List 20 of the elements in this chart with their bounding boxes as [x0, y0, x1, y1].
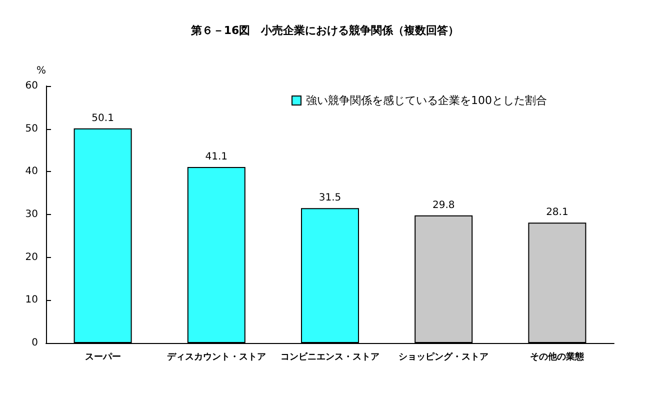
- y-tick-label: 30: [25, 209, 38, 220]
- y-tick-label: 40: [25, 166, 38, 178]
- y-axis-title: %: [36, 66, 46, 76]
- x-tick-label: その他の業態: [530, 352, 586, 362]
- x-tick-label: ディスカウント・ストア: [166, 352, 266, 362]
- data-label: 41.1: [205, 151, 228, 162]
- data-label: 50.1: [92, 112, 114, 124]
- data-label: 31.5: [318, 192, 342, 204]
- data-label: 28.1: [546, 207, 568, 218]
- y-tick-label: 50: [25, 123, 38, 134]
- data-label: 29.8: [432, 200, 455, 211]
- y-tick-label: 60: [25, 80, 38, 92]
- y-tick-label: 10: [25, 294, 38, 306]
- chart-title: 第６－16図 小売企業における競争関係（複数回答）: [190, 24, 460, 37]
- x-tick-label: コンビニエンス・ストア: [280, 352, 380, 362]
- y-tick-label: 0: [32, 338, 38, 348]
- y-tick-label: 20: [25, 252, 38, 263]
- x-tick-label: ショッピング・ストア: [398, 352, 489, 362]
- x-tick-label: スーパー: [84, 352, 121, 362]
- legend-label: 強い競争関係を感じている企業を100とした割合: [306, 94, 548, 107]
